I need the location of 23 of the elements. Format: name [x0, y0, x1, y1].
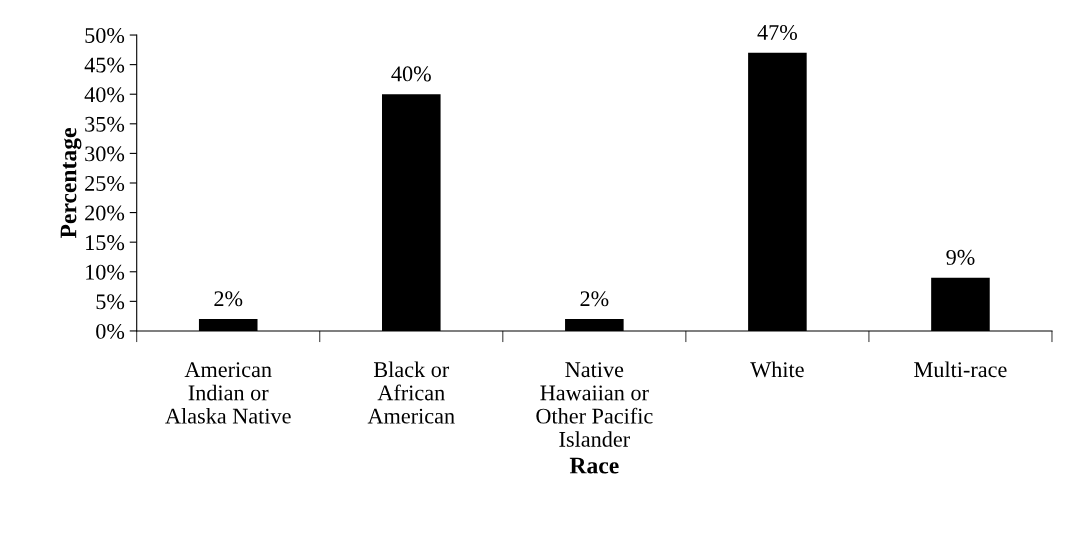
y-tick-label: 35%	[85, 116, 125, 132]
data-label: 40%	[391, 66, 431, 82]
data-label: 47%	[757, 24, 798, 41]
y-tick-label: 30%	[85, 146, 125, 162]
data-label: 2%	[214, 291, 243, 307]
y-tick-label: 40%	[84, 87, 125, 103]
y-tick-label: 50%	[85, 27, 125, 44]
x-tick-label: White	[750, 361, 804, 378]
y-tick-label: 10%	[86, 264, 125, 280]
data-label: 2%	[580, 291, 609, 307]
data-label: 9%	[946, 249, 975, 265]
x-tick-label: Multi-race	[914, 361, 1007, 378]
x-axis-title: Race	[569, 457, 619, 474]
y-tick-label: 25%	[85, 175, 125, 191]
y-axis-title: Percentage	[60, 128, 82, 239]
y-tick-label: 45%	[84, 57, 125, 73]
y-tick-label: 20%	[85, 205, 125, 221]
x-tick-label: Black or African American	[367, 361, 455, 424]
y-tick-label: 5%	[96, 294, 125, 310]
y-tick-label: 15%	[86, 235, 125, 251]
x-tick-label: Native Hawaiian or Other Pacific Islander	[536, 362, 653, 447]
x-tick-label: American Indian or Alaska Native	[165, 362, 291, 424]
y-tick-label: 0%	[96, 323, 125, 339]
